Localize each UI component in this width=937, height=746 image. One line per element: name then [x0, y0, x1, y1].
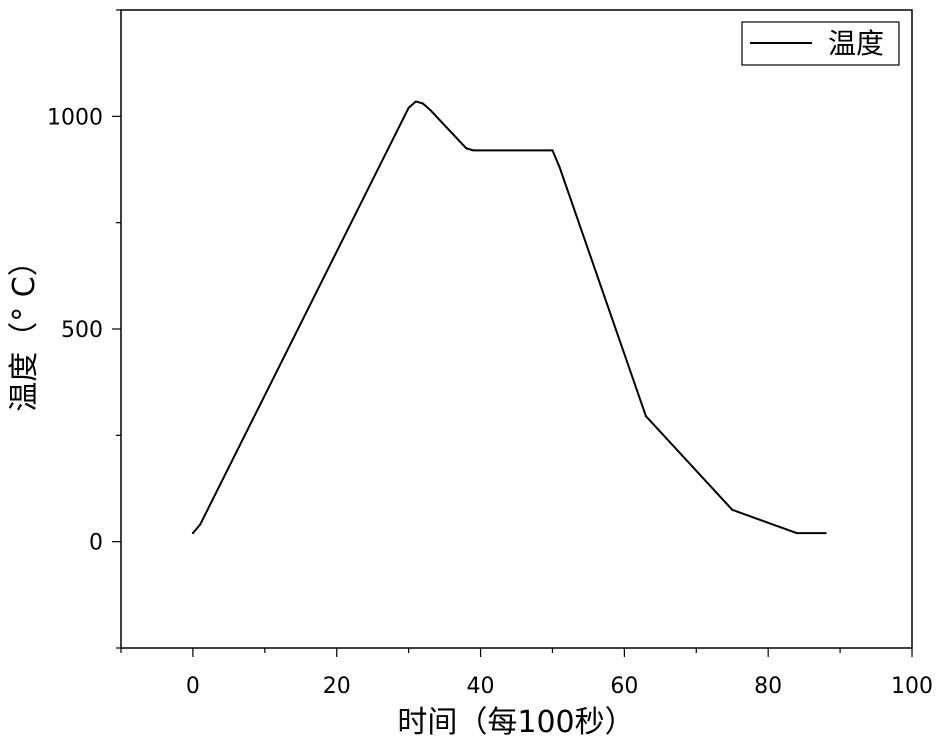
- data-point: [644, 415, 647, 418]
- series-layer: [191, 100, 827, 535]
- x-tick-label: 0: [186, 674, 200, 699]
- y-tick-label: 500: [61, 318, 103, 343]
- legend: 温度: [741, 21, 900, 66]
- x-tick-label: 40: [467, 674, 495, 699]
- x-axis-ticks: 0 20 40 60 80 100: [120, 648, 933, 699]
- x-tick-label: 60: [610, 674, 638, 699]
- data-point: [429, 108, 432, 111]
- x-tick-label: 20: [323, 674, 351, 699]
- data-point: [422, 102, 425, 105]
- y-axis-ticks: 0 500 1000: [47, 9, 121, 649]
- data-point: [472, 149, 475, 152]
- data-point: [199, 523, 202, 526]
- data-point: [191, 532, 194, 535]
- x-tick-label: 80: [754, 674, 782, 699]
- data-point: [407, 106, 410, 109]
- series-line-0: [192, 100, 826, 535]
- data-point: [551, 149, 554, 152]
- data-point: [558, 166, 561, 169]
- data-point: [824, 532, 827, 535]
- data-point: [414, 100, 417, 103]
- x-tick-label: 100: [891, 674, 933, 699]
- data-point: [795, 532, 798, 535]
- legend-label: 温度: [828, 27, 884, 60]
- y-tick-label: 0: [89, 531, 103, 556]
- plot-frame: [120, 9, 913, 649]
- data-point: [731, 508, 734, 511]
- y-axis-title: 温度（° C）: [7, 246, 42, 411]
- y-tick-label: 1000: [47, 105, 103, 130]
- x-axis-title: 时间（每100秒）: [397, 705, 634, 740]
- data-point: [465, 147, 468, 150]
